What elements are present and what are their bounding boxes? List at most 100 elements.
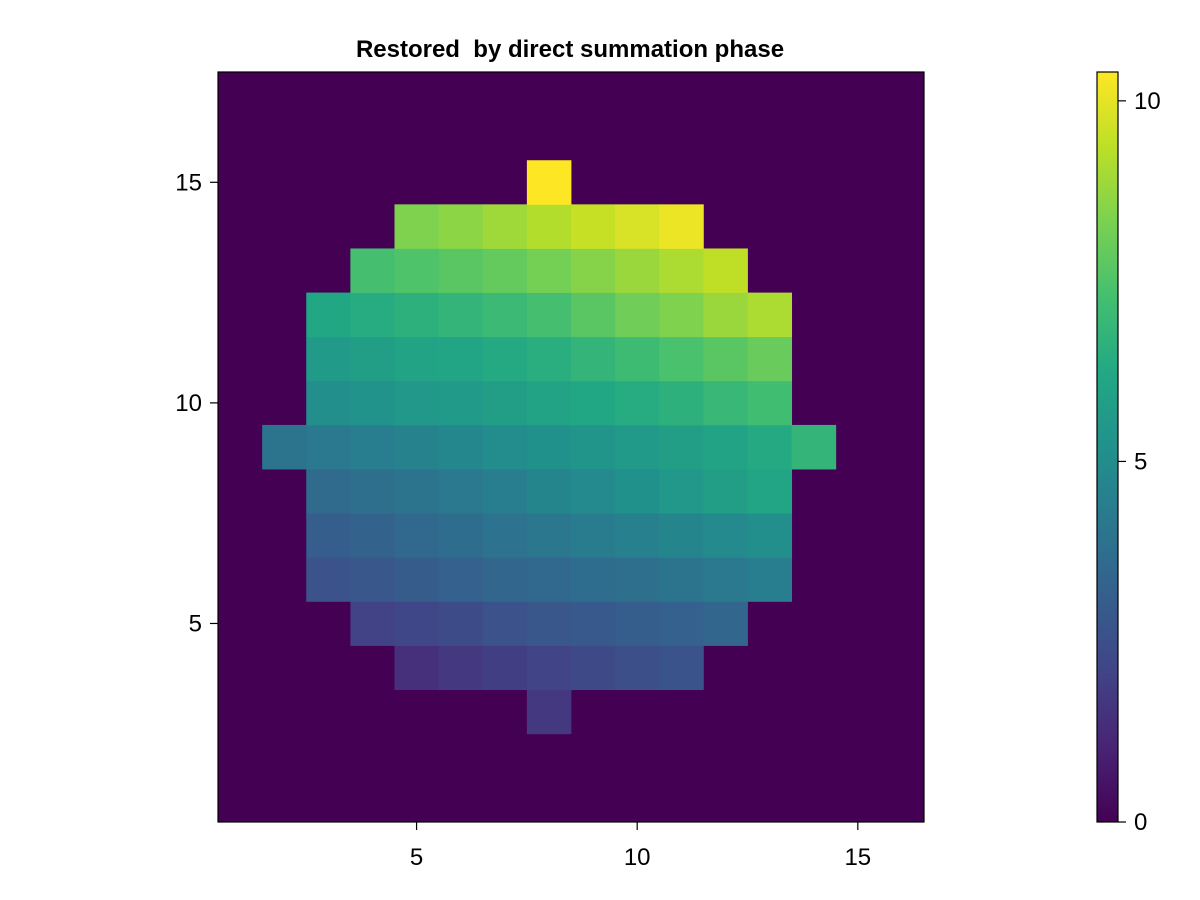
heatmap-cell xyxy=(438,204,484,249)
heatmap-cell xyxy=(394,513,440,558)
heatmap-cell xyxy=(571,513,616,558)
heatmap-cell xyxy=(482,557,528,602)
colorbar-tick-label: 0 xyxy=(1134,809,1147,836)
colorbar-tick-label: 10 xyxy=(1134,88,1161,115)
chart-title: Restored by direct summation phase xyxy=(356,36,784,63)
heatmap-cell xyxy=(659,513,704,558)
heatmap-cell xyxy=(659,336,704,382)
heatmap-cell xyxy=(350,557,395,602)
plot-frame xyxy=(217,71,925,823)
heatmap-cell xyxy=(747,513,793,558)
heatmap-cell xyxy=(394,248,440,293)
axes: 5 10 15 5 10 15 xyxy=(175,71,925,871)
heatmap-cell xyxy=(350,248,395,293)
heatmap-cell xyxy=(703,601,748,646)
heatmap-cell xyxy=(438,513,484,558)
heatmap-cell xyxy=(438,380,484,426)
heatmap-cell xyxy=(747,336,793,382)
heatmap-cell xyxy=(659,248,704,293)
heatmap-cell xyxy=(615,424,660,470)
heatmap-cell xyxy=(482,645,528,691)
heatmap-cell xyxy=(659,557,704,602)
heatmap-cell xyxy=(350,336,395,382)
heatmap-cell xyxy=(615,380,660,426)
heatmap-cell xyxy=(703,557,748,602)
heatmap-cell xyxy=(791,424,837,470)
heatmap-cell xyxy=(482,601,528,646)
heatmap-cell xyxy=(526,645,572,691)
heatmap-cell xyxy=(438,645,484,691)
heatmap-cell xyxy=(482,424,528,470)
y-tick-label: 10 xyxy=(175,390,202,417)
heatmap-cell xyxy=(482,292,528,338)
heatmap-cell xyxy=(571,380,616,426)
heatmap-cell xyxy=(438,601,484,646)
heatmap-cell xyxy=(482,336,528,382)
heatmap-cell xyxy=(526,513,572,558)
heatmap-cell xyxy=(350,601,395,646)
heatmap-cell xyxy=(703,380,748,426)
heatmap-cell xyxy=(659,469,704,514)
heatmap-cell xyxy=(571,424,616,470)
heatmap-cell xyxy=(703,513,748,558)
heatmap-cell xyxy=(571,601,616,646)
heatmap-cell xyxy=(526,601,572,646)
heatmap-cell xyxy=(571,336,616,382)
heatmap-cell xyxy=(438,469,484,514)
heatmap-cell xyxy=(482,204,528,249)
heatmap-cell xyxy=(438,248,484,293)
heatmap-cell xyxy=(526,424,572,470)
heatmap-cell xyxy=(306,424,351,470)
y-tick-label: 15 xyxy=(175,169,202,196)
heatmap-cell xyxy=(350,380,395,426)
heatmap-cell xyxy=(615,557,660,602)
heatmap-cell xyxy=(571,204,616,249)
heatmap-cell xyxy=(350,513,395,558)
heatmap-cell xyxy=(526,336,572,382)
heatmap-cell xyxy=(306,513,351,558)
heatmap-cell xyxy=(615,469,660,514)
heatmap-cell xyxy=(571,469,616,514)
heatmap-cell xyxy=(394,469,440,514)
heatmap-cell xyxy=(526,469,572,514)
heatmap-cell xyxy=(350,469,395,514)
heatmap-cell xyxy=(482,513,528,558)
heatmap-cell xyxy=(615,601,660,646)
heatmap-cell xyxy=(526,248,572,293)
heatmap-cell xyxy=(394,336,440,382)
heatmap-cell xyxy=(747,557,793,602)
heatmap-cell xyxy=(526,557,572,602)
heatmap-cell xyxy=(703,248,748,293)
heatmap-cell xyxy=(703,292,748,338)
heatmap-cell xyxy=(394,204,440,249)
heatmap-cell xyxy=(571,292,616,338)
heatmap-cell xyxy=(306,336,351,382)
heatmap-cell xyxy=(571,645,616,691)
heatmap-cell xyxy=(306,469,351,514)
heatmap-cell xyxy=(482,248,528,293)
x-tick-label: 15 xyxy=(844,844,871,871)
heatmap-cell xyxy=(394,292,440,338)
heatmap-cell xyxy=(526,204,572,249)
heatmap-cell xyxy=(747,292,793,338)
heatmap-cell xyxy=(438,557,484,602)
heatmap-cell xyxy=(659,645,704,691)
x-tick-label: 10 xyxy=(624,844,651,871)
heatmap-cell xyxy=(659,601,704,646)
heatmap-cell xyxy=(306,292,351,338)
heatmap-cell xyxy=(394,424,440,470)
heatmap-cell xyxy=(350,424,395,470)
heatmap-cell xyxy=(659,380,704,426)
heatmap-cell xyxy=(615,204,660,249)
heatmap-cell xyxy=(262,424,307,470)
heatmap-cell xyxy=(615,513,660,558)
heatmap-cell xyxy=(438,336,484,382)
heatmap-cell xyxy=(659,424,704,470)
heatmap-cell xyxy=(615,292,660,338)
heatmap-cell xyxy=(482,469,528,514)
colorbar: 0 5 10 xyxy=(1096,71,1161,836)
heatmap-cells xyxy=(218,72,924,822)
colorbar-gradient xyxy=(1096,71,1119,823)
heatmap-cell xyxy=(438,292,484,338)
